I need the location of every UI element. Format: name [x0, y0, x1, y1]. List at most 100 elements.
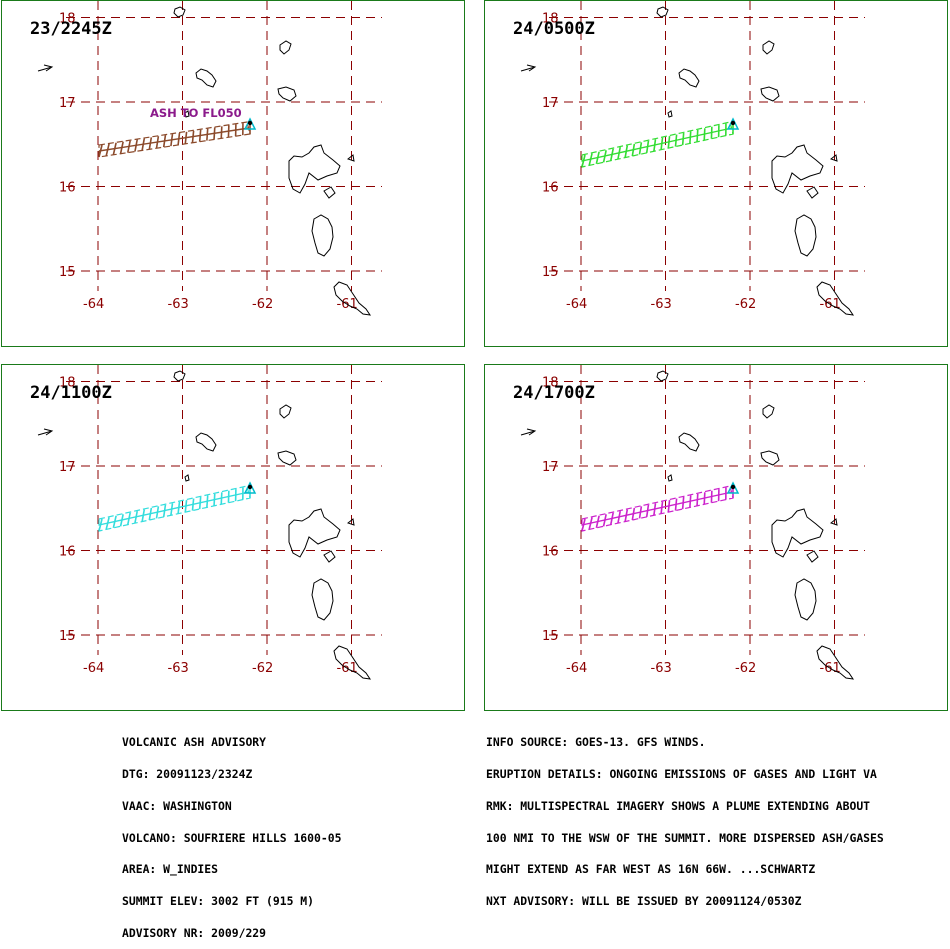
island-outline — [196, 69, 216, 87]
coastlines — [174, 371, 370, 679]
advisory-line: AREA: W_INDIES — [122, 864, 341, 875]
volcano-summit-marker — [731, 485, 735, 489]
island-outline — [312, 579, 333, 620]
island-outline — [657, 371, 668, 381]
island-outline — [795, 579, 816, 620]
advisory-line: VOLCANIC ASH ADVISORY — [122, 737, 341, 748]
ash-plume — [99, 486, 250, 531]
wind-arrow-icon — [521, 429, 535, 435]
lon-tick-label: -64 — [83, 297, 104, 312]
lat-lon-grid — [66, 365, 382, 655]
ash-plume — [99, 122, 250, 157]
lat-tick-label: 17 — [59, 96, 76, 111]
advisory-text-left: VOLCANIC ASH ADVISORY DTG: 20091123/2324… — [122, 716, 341, 949]
lat-lon-grid — [549, 365, 865, 655]
island-outline — [772, 145, 823, 193]
advisory-line: 100 NMI TO THE WSW OF THE SUMMIT. MORE D… — [486, 833, 884, 844]
advisory-line: ERUPTION DETAILS: ONGOING EMISSIONS OF G… — [486, 769, 884, 780]
island-outline — [679, 433, 699, 451]
ash-plume — [582, 486, 733, 531]
wind-arrow-icon — [521, 65, 535, 71]
island-outline — [196, 433, 216, 451]
lon-tick-label: -63 — [651, 661, 672, 676]
island-outline — [807, 551, 818, 562]
island-outline — [807, 187, 818, 198]
lat-tick-label: 16 — [59, 545, 76, 560]
coastlines — [174, 7, 370, 315]
lon-tick-label: -64 — [566, 297, 587, 312]
island-outline — [679, 69, 699, 87]
island-outline — [324, 187, 335, 198]
panel-time-label: 24/1700Z — [513, 383, 595, 403]
advisory-text-right: INFO SOURCE: GOES-13. GFS WINDS. ERUPTIO… — [486, 716, 884, 917]
island-outline — [280, 41, 291, 54]
island-outline — [668, 475, 672, 481]
lon-tick-label: -62 — [252, 297, 273, 312]
island-outline — [795, 215, 816, 256]
advisory-line: VOLCANO: SOUFRIERE HILLS 1600-05 — [122, 833, 341, 844]
advisory-line: DTG: 20091123/2324Z — [122, 769, 341, 780]
coastlines — [657, 371, 853, 679]
lon-tick-label: -62 — [735, 661, 756, 676]
advisory-line: SUMMIT ELEV: 3002 FT (915 M) — [122, 896, 341, 907]
volcano-summit-marker — [731, 121, 735, 125]
panel-time-label: 23/2245Z — [30, 19, 112, 39]
advisory-line: INFO SOURCE: GOES-13. GFS WINDS. — [486, 737, 884, 748]
advisory-line: MIGHT EXTEND AS FAR WEST AS 16N 66W. ...… — [486, 864, 884, 875]
coastlines — [657, 7, 853, 315]
island-outline — [280, 405, 291, 418]
wind-arrow-icon — [38, 429, 52, 435]
lat-tick-label: 15 — [542, 265, 559, 280]
lon-tick-label: -63 — [651, 297, 672, 312]
lat-tick-label: 16 — [542, 181, 559, 196]
island-outline — [174, 371, 185, 381]
island-outline — [278, 87, 296, 101]
lon-tick-label: -63 — [168, 661, 189, 676]
island-outline — [278, 451, 296, 465]
panel-time-label: 24/1100Z — [30, 383, 112, 403]
lat-lon-grid — [66, 1, 382, 291]
panel-time-label: 24/0500Z — [513, 19, 595, 39]
island-outline — [657, 7, 668, 17]
advisory-line: ADVISORY NR: 2009/229 — [122, 928, 341, 939]
island-outline — [174, 7, 185, 17]
lat-lon-grid — [549, 1, 865, 291]
island-outline — [772, 509, 823, 557]
lat-tick-label: 17 — [59, 460, 76, 475]
lat-tick-label: 15 — [542, 629, 559, 644]
lon-tick-label: -63 — [168, 297, 189, 312]
island-outline — [763, 41, 774, 54]
lat-tick-label: 15 — [59, 629, 76, 644]
island-outline — [668, 111, 672, 117]
ash-height-annotation: ASH TO FL050 — [150, 106, 242, 120]
lon-tick-label: -64 — [83, 661, 104, 676]
advisory-line: NXT ADVISORY: WILL BE ISSUED BY 20091124… — [486, 896, 884, 907]
island-outline — [763, 405, 774, 418]
advisory-line: RMK: MULTISPECTRAL IMAGERY SHOWS A PLUME… — [486, 801, 884, 812]
lat-tick-label: 16 — [59, 181, 76, 196]
island-outline — [312, 215, 333, 256]
lat-tick-label: 17 — [542, 96, 559, 111]
island-outline — [761, 451, 779, 465]
lon-tick-label: -62 — [252, 661, 273, 676]
advisory-line: VAAC: WASHINGTON — [122, 801, 341, 812]
lat-tick-label: 16 — [542, 545, 559, 560]
volcano-summit-marker — [248, 121, 252, 125]
lat-tick-label: 15 — [59, 265, 76, 280]
island-outline — [289, 509, 340, 557]
lon-tick-label: -64 — [566, 661, 587, 676]
island-outline — [185, 475, 189, 481]
island-outline — [761, 87, 779, 101]
wind-arrow-icon — [38, 65, 52, 71]
island-outline — [289, 145, 340, 193]
lon-tick-label: -62 — [735, 297, 756, 312]
ash-plume — [582, 122, 733, 167]
